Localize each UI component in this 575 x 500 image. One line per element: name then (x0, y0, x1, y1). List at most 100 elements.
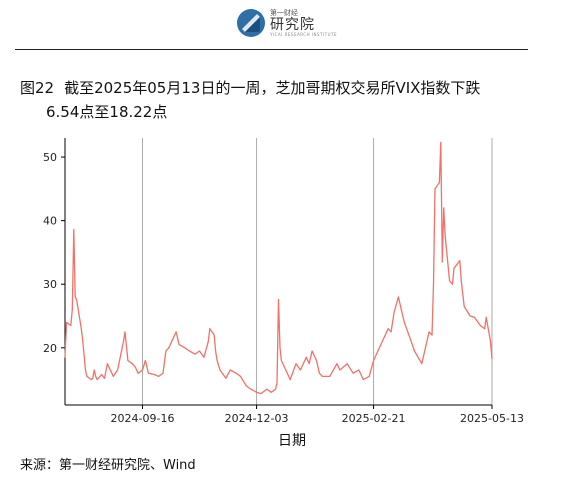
data-point (441, 261, 443, 263)
y-tick-label: 20 (43, 342, 57, 355)
data-point (490, 340, 491, 342)
data-point (463, 306, 465, 307)
data-point (95, 375, 97, 377)
data-point (74, 296, 76, 298)
data-point (175, 331, 177, 333)
data-point (219, 369, 221, 371)
data-point (64, 356, 66, 358)
data-point (438, 182, 440, 183)
data-point (127, 360, 129, 361)
data-point (336, 363, 338, 365)
data-point (96, 379, 98, 381)
data-point (131, 363, 133, 365)
data-point (73, 229, 75, 230)
data-point (485, 316, 487, 318)
data-point (153, 374, 155, 375)
data-point (117, 369, 119, 371)
data-point (168, 347, 170, 349)
data-point (280, 360, 282, 361)
data-point (275, 388, 277, 390)
data-point (213, 334, 215, 336)
y-tick-label: 30 (43, 278, 57, 291)
data-point (71, 309, 73, 311)
data-point (469, 315, 471, 317)
data-point (158, 375, 160, 377)
x-axis-label: 日期 (278, 433, 306, 449)
data-point (229, 369, 231, 371)
data-point (321, 375, 323, 377)
data-point (339, 369, 341, 371)
data-point (279, 347, 281, 349)
caption-line-2: 6.54点至18.22点 (46, 103, 168, 121)
data-point (362, 379, 364, 381)
y-tick-label: 50 (43, 151, 57, 164)
data-point (225, 377, 227, 379)
figure-caption: 图22 截至2025年05月13日的一周，芝加哥期权交易所VIX指数下跌 6.54… (20, 76, 560, 124)
data-point (142, 369, 143, 371)
data-point (85, 369, 86, 371)
data-point (215, 350, 217, 352)
data-point (101, 374, 103, 375)
data-point (316, 360, 317, 361)
x-tick-label: 2025-05-13 (460, 412, 524, 425)
data-point (299, 369, 301, 371)
data-point (397, 296, 399, 298)
data-point (260, 393, 262, 395)
data-point (460, 280, 462, 282)
data-point (106, 363, 108, 365)
data-point (80, 326, 82, 328)
data-point (433, 283, 434, 285)
data-point (381, 340, 383, 342)
brand-logo: 第一财经 研究院 YICAI RESEARCH INSTITUTE (236, 8, 337, 38)
data-point (329, 375, 331, 377)
data-point (449, 280, 451, 282)
data-point (484, 328, 486, 330)
tick-labels: 2024-09-16 2024-12-03 2025-02-21 2025-05-13… (43, 151, 524, 425)
data-point (390, 331, 392, 333)
logo-mark-icon (237, 9, 265, 37)
data-point (93, 369, 95, 371)
data-point (66, 321, 67, 323)
data-point (82, 337, 83, 339)
data-point (245, 385, 247, 387)
data-point (452, 283, 453, 285)
vix-series-line (64, 141, 493, 395)
data-point (70, 325, 72, 326)
data-point (400, 309, 402, 311)
data-point (184, 347, 186, 349)
data-point (83, 353, 85, 355)
data-point (270, 391, 272, 393)
data-point (289, 379, 291, 381)
data-point (311, 350, 313, 352)
data-point (134, 366, 136, 368)
data-point (474, 316, 475, 318)
data-point (459, 260, 461, 262)
data-point (256, 391, 258, 393)
data-point (421, 363, 423, 365)
report-header: 第一财经 研究院 YICAI RESEARCH INSTITUTE (0, 0, 575, 50)
data-point (318, 372, 320, 374)
data-point (358, 369, 360, 371)
series-layer (64, 141, 493, 395)
chart-axes (61, 138, 493, 409)
x-tick-label: 2025-02-21 (342, 412, 406, 425)
data-point (285, 369, 287, 371)
data-point (453, 267, 455, 269)
data-point (216, 360, 218, 361)
data-point (479, 325, 481, 326)
data-point (308, 363, 310, 365)
data-point (387, 328, 389, 330)
data-point (207, 340, 209, 342)
data-point (377, 350, 379, 352)
data-point (188, 350, 190, 352)
x-tick-label: 2024-09-16 (111, 412, 175, 425)
data-point (199, 350, 200, 352)
data-point (440, 141, 442, 143)
data-point (431, 334, 433, 336)
logo-main-text: 研究院 (270, 16, 315, 33)
data-point (276, 382, 278, 384)
y-tick-label: 40 (43, 215, 57, 228)
data-point (124, 331, 126, 333)
data-point (76, 299, 78, 301)
data-point (137, 372, 139, 374)
